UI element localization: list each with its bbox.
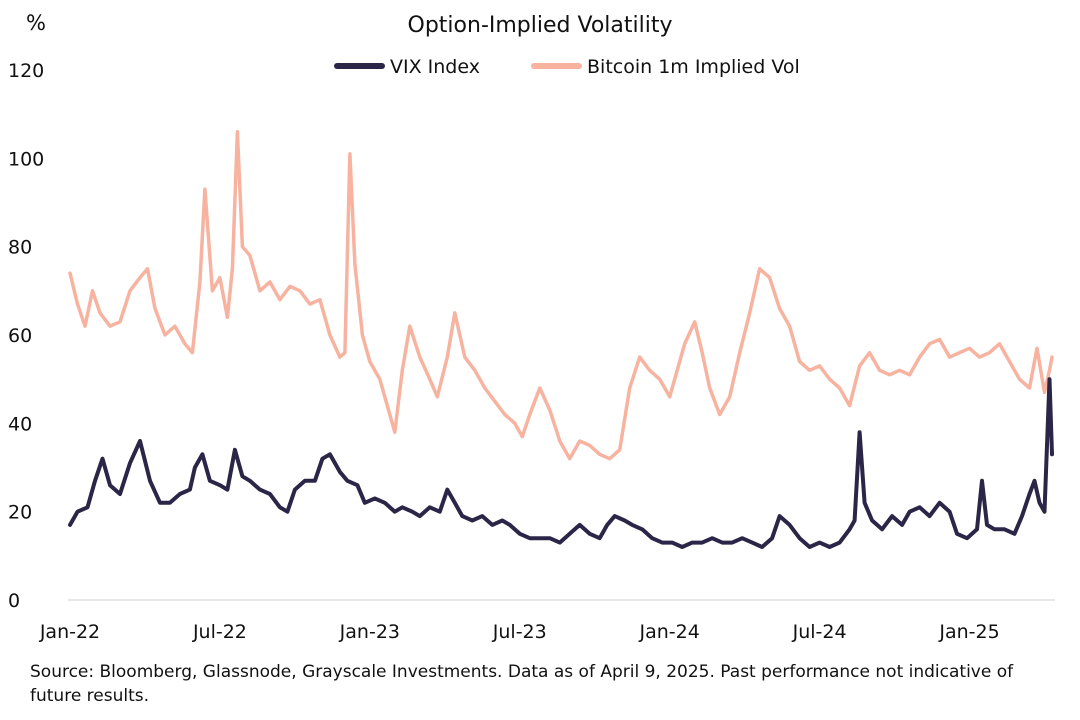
source-note: Source: Bloomberg, Glassnode, Grayscale … (30, 662, 1014, 706)
legend-label-bitcoin: Bitcoin 1m Implied Vol (587, 56, 800, 78)
legend: VIX Index Bitcoin 1m Implied Vol (334, 56, 800, 78)
y-tick-label: 100 (8, 148, 44, 170)
x-tick-label: Jan-23 (339, 621, 400, 643)
x-tick-label: Jul-22 (192, 621, 247, 643)
x-tick-label: Jan-22 (39, 621, 100, 643)
volatility-chart: Option-Implied Volatility % VIX Index Bi… (8, 11, 1055, 643)
x-tick-label: Jan-24 (639, 621, 700, 643)
y-tick-label: 20 (8, 502, 32, 524)
series-line-bitcoin (68, 130, 1054, 461)
series-line-vix (68, 377, 1054, 549)
legend-label-vix: VIX Index (390, 56, 480, 78)
y-axis-ticks: 0 20 40 60 80 100 120 (8, 60, 44, 612)
y-tick-label: 0 (8, 590, 20, 612)
x-tick-label: Jul-23 (492, 621, 547, 643)
x-tick-label: Jan-25 (938, 621, 999, 643)
y-tick-label: 40 (8, 413, 32, 435)
x-tick-label: Jul-24 (792, 621, 847, 643)
series-layer (68, 130, 1054, 549)
y-tick-label: 60 (8, 325, 32, 347)
chart-title: Option-Implied Volatility (408, 13, 673, 38)
y-axis-unit-label: % (26, 11, 46, 35)
x-axis-ticks: Jan-22 Jul-22 Jan-23 Jul-23 Jan-24 Jul-24 Jan-… (39, 621, 1000, 643)
y-tick-label: 120 (8, 60, 44, 82)
y-tick-label: 80 (8, 237, 32, 259)
